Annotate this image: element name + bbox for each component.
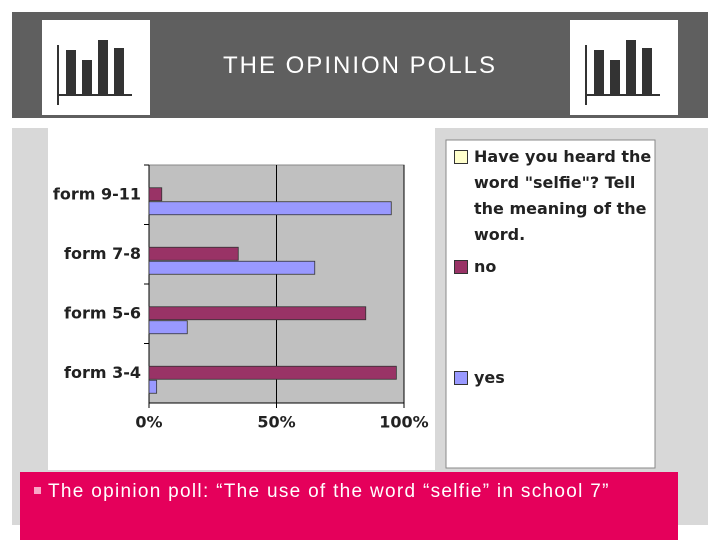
y-tick-label: form 3-4	[64, 363, 141, 382]
bar	[148, 246, 239, 261]
legend-label: Have you heard the word "selfie"? Tell t…	[474, 147, 652, 244]
bar	[148, 306, 367, 321]
legend-label: no	[474, 257, 497, 276]
x-tick-label: 50%	[257, 413, 295, 432]
legend-label: yes	[474, 368, 505, 387]
bar	[148, 260, 316, 275]
bullet-text: The opinion poll: “The use of the word “…	[48, 481, 610, 502]
bar	[148, 379, 158, 394]
slide-title: THE OPINION POLLS	[222, 52, 498, 79]
x-tick-label: 0%	[135, 413, 162, 432]
text-box	[20, 472, 678, 540]
y-tick-label: form 9-11	[53, 184, 141, 203]
legend-swatch	[454, 260, 468, 274]
y-tick-label: form 7-8	[64, 244, 141, 263]
legend-swatch	[454, 371, 468, 385]
icon	[570, 20, 678, 115]
bar	[148, 187, 163, 202]
icon	[42, 20, 150, 115]
x-tick-label: 100%	[379, 413, 428, 432]
bar	[148, 201, 392, 216]
legend	[445, 139, 656, 469]
bullet-marker	[34, 487, 41, 494]
y-tick-label: form 5-6	[64, 303, 141, 322]
bar	[148, 365, 397, 380]
bar	[148, 320, 188, 335]
legend-swatch	[454, 150, 468, 164]
